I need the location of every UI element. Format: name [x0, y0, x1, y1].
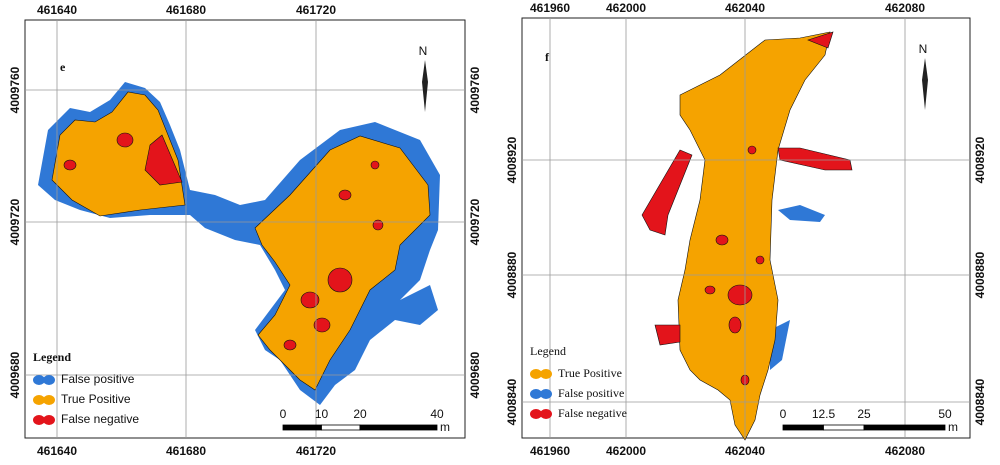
legend-swatch [530, 389, 542, 399]
scale-tick-label: 10 [315, 407, 329, 421]
scale-segment [823, 424, 865, 431]
y-coord-label: 4008840 [973, 378, 987, 425]
legend-swatch [540, 409, 552, 419]
map-f-shapes [641, 31, 853, 441]
y-coord-label: 4008880 [505, 251, 519, 298]
scale-segment [321, 424, 361, 431]
y-coord-label: 4008920 [505, 136, 519, 183]
scale-tick-label: 50 [938, 407, 952, 421]
legend-label: True Positive [558, 366, 622, 380]
north-label: N [919, 42, 928, 56]
legend-swatch [530, 369, 542, 379]
x-coord-label: 462000 [606, 1, 646, 15]
y-coord-label: 4009720 [468, 198, 482, 245]
north-arrow [422, 60, 428, 112]
x-coord-label: 461640 [37, 3, 77, 17]
x-coord-label: 461720 [296, 444, 336, 458]
scale-segment [282, 424, 322, 431]
legend-label: True Positive [61, 392, 131, 406]
legend-swatch [43, 415, 55, 425]
legend-label: False negative [61, 412, 139, 426]
map-e-shapes [38, 82, 440, 405]
scale-tick-label: 40 [430, 407, 444, 421]
legend-swatch [530, 409, 542, 419]
scale-tick-label: 0 [280, 407, 287, 421]
x-coord-label: 461640 [37, 444, 77, 458]
x-coord-label: 462080 [885, 444, 925, 458]
scale-tick-label: 20 [353, 407, 367, 421]
y-coord-label: 4008840 [505, 378, 519, 425]
scale-segment [863, 424, 946, 431]
legend-swatch [43, 375, 55, 385]
scale-tick-label: 25 [857, 407, 871, 421]
y-coord-label: 4009760 [468, 66, 482, 113]
legend-swatch [33, 375, 45, 385]
scale-segment [359, 424, 438, 431]
north-label: N [419, 44, 428, 58]
x-coord-label: 461960 [530, 1, 570, 15]
y-coord-label: 4009680 [8, 351, 22, 398]
panel-label: f [545, 50, 550, 64]
y-coord-label: 4008880 [973, 251, 987, 298]
scale-unit: m [948, 420, 958, 434]
legend-label: False negative [558, 406, 627, 420]
scale-unit: m [440, 420, 450, 434]
y-coord-label: 4009760 [8, 66, 22, 113]
panel-label: e [60, 60, 66, 74]
y-coord-label: 4009680 [468, 351, 482, 398]
y-coord-label: 4008920 [973, 136, 987, 183]
scale-tick-label: 12.5 [812, 407, 836, 421]
scale-segment [782, 424, 824, 431]
x-coord-label: 462000 [606, 444, 646, 458]
x-coord-label: 461720 [296, 3, 336, 17]
legend-swatch [540, 389, 552, 399]
scale-tick-label: 0 [780, 407, 787, 421]
legend-swatch [33, 395, 45, 405]
legend-swatch [43, 395, 55, 405]
legend-label: False positive [558, 386, 624, 400]
legend-swatch [540, 369, 552, 379]
legend-label: False positive [61, 372, 135, 386]
y-coord-label: 4009720 [8, 198, 22, 245]
x-coord-label: 461680 [166, 3, 206, 17]
x-coord-label: 462080 [885, 1, 925, 15]
x-coord-label: 462040 [725, 444, 765, 458]
north-arrow [922, 58, 928, 110]
legend-title: Legend [530, 344, 566, 358]
legend-title: Legend [33, 350, 71, 364]
x-coord-label: 461960 [530, 444, 570, 458]
x-coord-label: 461680 [166, 444, 206, 458]
legend-swatch [33, 415, 45, 425]
x-coord-label: 462040 [725, 1, 765, 15]
